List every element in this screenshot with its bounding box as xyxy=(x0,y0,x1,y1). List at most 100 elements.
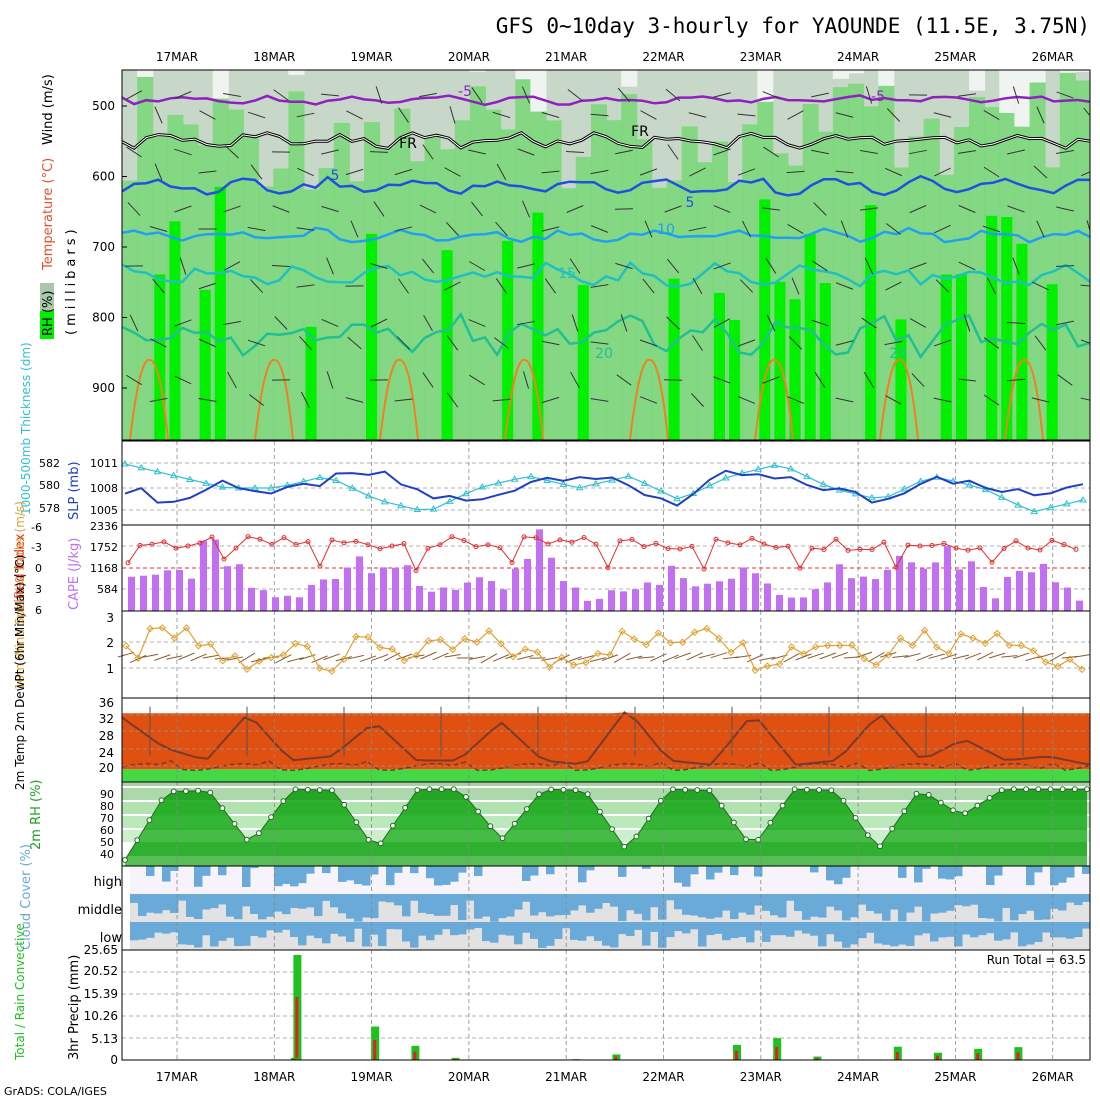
date-label-top: 25MAR xyxy=(934,50,976,64)
li-marker xyxy=(461,537,467,543)
wind-barb xyxy=(665,88,681,102)
rh-dry-band xyxy=(969,70,986,91)
wind-speed-marker xyxy=(824,641,832,650)
low-cloud-bar xyxy=(402,922,411,942)
low-cloud-bar xyxy=(226,922,235,938)
upper-legend-wind: Wind (m/s) xyxy=(41,74,56,145)
middle-cloud-bar xyxy=(754,894,763,906)
wind-barb xyxy=(565,150,585,154)
wind-barb xyxy=(421,258,435,274)
wind-barb xyxy=(639,168,658,176)
wind-barb xyxy=(688,226,707,232)
rh-marker xyxy=(1011,786,1017,793)
temp-contour-25 xyxy=(254,358,294,440)
date-label-top: 17MAR xyxy=(156,50,198,64)
low-cloud-bar xyxy=(386,922,395,930)
rh-saturated-band xyxy=(804,234,816,440)
wind-barb xyxy=(394,226,413,232)
middle-cloud-bar xyxy=(490,894,499,922)
middle-cloud-bar xyxy=(242,894,251,907)
rh-saturated-band xyxy=(199,289,211,440)
wind-barb xyxy=(762,91,780,99)
precip-convective-bar xyxy=(453,1058,457,1060)
wind-speed-marker xyxy=(836,641,844,650)
rh-saturated-band xyxy=(819,283,831,440)
low-cloud-bar xyxy=(1018,922,1027,947)
thickness-marker xyxy=(868,493,876,501)
middle-cloud-bar xyxy=(922,894,931,922)
wind-barb xyxy=(766,314,776,332)
cape-bar xyxy=(236,564,243,611)
rh-marker xyxy=(986,795,993,801)
low-cloud-bar xyxy=(498,922,507,935)
rh-marker xyxy=(450,786,457,793)
low-cloud-bar xyxy=(922,922,931,934)
middle-cloud-bar xyxy=(714,894,723,918)
wind-barb xyxy=(791,277,800,295)
middle-cloud-bar xyxy=(218,894,227,905)
wind-speed-marker xyxy=(412,651,421,659)
surface-wind-barb xyxy=(989,652,1006,659)
li-marker xyxy=(641,544,647,550)
thickness-marker xyxy=(705,481,714,489)
middle-cloud-bar xyxy=(882,894,891,921)
wind-barb xyxy=(664,205,682,213)
wind-speed-marker xyxy=(352,632,360,641)
cape-bar xyxy=(680,578,687,611)
thickness-marker xyxy=(380,497,389,505)
wind-barb xyxy=(713,262,731,270)
rh-marker xyxy=(731,819,737,826)
rh-marker xyxy=(1071,786,1078,793)
wind-barb xyxy=(788,336,803,350)
thickness-marker xyxy=(1030,507,1039,515)
high-cloud-bar xyxy=(898,866,907,878)
wind-barb xyxy=(983,166,1000,178)
precip-convective-bar xyxy=(735,1050,738,1060)
wind-barb xyxy=(517,320,535,326)
rh-marker xyxy=(609,826,615,832)
wind-barb xyxy=(227,371,237,389)
wind-barb xyxy=(1056,206,1074,212)
surface-wind-barb xyxy=(1025,655,1042,662)
low-cloud-bar xyxy=(162,922,171,934)
wind-barb xyxy=(983,109,1000,121)
middle-cloud-bar xyxy=(250,894,259,914)
wind-barb xyxy=(742,220,751,238)
wind-speed-marker xyxy=(1066,655,1074,664)
precip-panel: 25.65 20.52 15.39 10.26 5.13 0 xyxy=(84,943,1091,1067)
rh-shade-band xyxy=(122,788,1090,800)
low-cloud-bar xyxy=(1026,922,1035,945)
surface-wind-barb xyxy=(1049,651,1066,662)
low-cloud-bar xyxy=(1002,922,1011,940)
surface-wind-barb xyxy=(795,653,812,661)
cape-bar xyxy=(1028,572,1035,611)
wind-barb xyxy=(468,319,486,327)
wind-barb xyxy=(1031,397,1050,403)
thickness-marker xyxy=(543,476,552,483)
low-cloud-bar xyxy=(426,922,435,941)
freezing-level-inner xyxy=(122,132,1090,149)
middle-cloud-bar xyxy=(634,894,643,914)
low-cloud-bar xyxy=(618,922,627,935)
low-cloud-bar xyxy=(346,922,355,942)
high-cloud-bar xyxy=(946,866,955,880)
high-cloud-bar xyxy=(834,866,843,885)
cape-bar xyxy=(980,586,987,611)
cape-bar xyxy=(140,575,147,611)
low-cloud-bar xyxy=(210,922,219,947)
low-cloud-bar xyxy=(786,922,795,937)
low-cloud-bar xyxy=(362,922,371,947)
cape-bar xyxy=(620,591,627,611)
wind-barb xyxy=(154,163,163,181)
rh-marker xyxy=(329,787,335,794)
contour-label: 20 xyxy=(595,346,613,362)
low-cloud-bar xyxy=(306,922,315,936)
wind-speed-marker xyxy=(146,625,154,633)
high-cloud-bar xyxy=(586,866,595,871)
surface-wind-barb xyxy=(916,653,933,662)
wind-barb xyxy=(814,372,826,388)
wind-barb xyxy=(174,319,192,327)
middle-cloud-bar xyxy=(1058,894,1067,911)
rh-marker xyxy=(840,797,847,804)
cape-bar xyxy=(488,581,495,611)
